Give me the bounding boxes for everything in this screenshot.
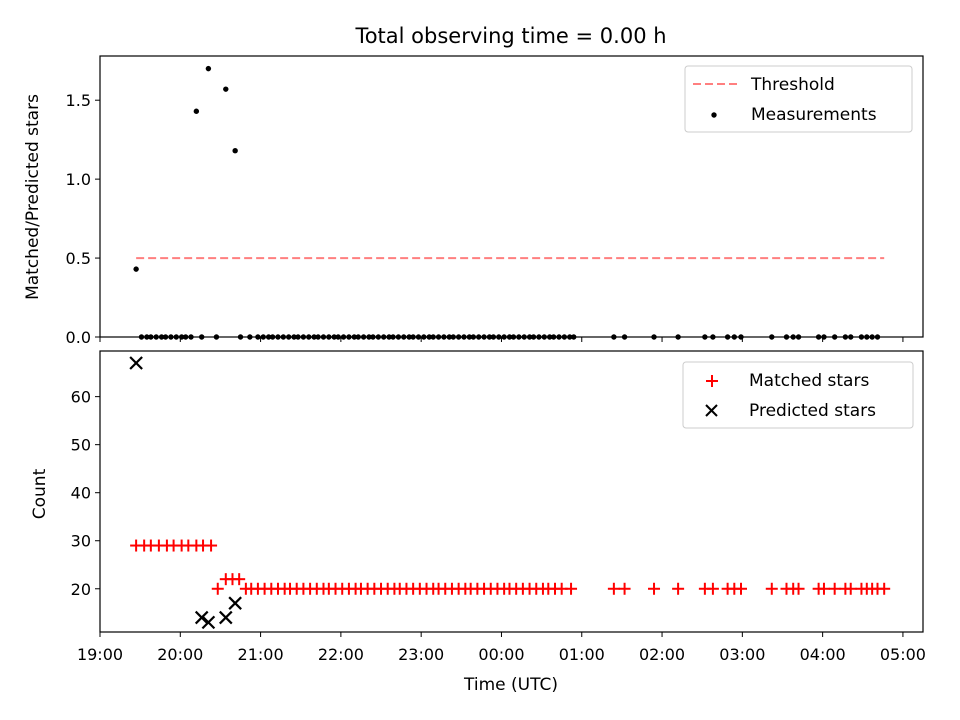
bottom-y-tick-label: 20 xyxy=(71,580,91,599)
legend-predicted-swatch xyxy=(705,404,718,417)
bottom-legend-box xyxy=(682,361,914,429)
predicted-star-point xyxy=(201,615,216,630)
legend-threshold-label: Threshold xyxy=(750,75,835,95)
matched-star-point xyxy=(735,582,748,595)
bottom-y-tick-label: 40 xyxy=(71,484,91,503)
bottom-y-tick-label: 50 xyxy=(71,436,91,455)
top-marks xyxy=(133,65,885,340)
top-y-tick-label: 0.5 xyxy=(66,249,91,268)
bottom-x-tick-label: 03:00 xyxy=(719,645,765,664)
bottom-panel: 20 30 40 50 60 19:00 20:00 21:00 22:00 23:00 00:0… xyxy=(30,350,926,695)
bottom-x-tick-label: 04:00 xyxy=(800,645,846,664)
measurement-point xyxy=(223,86,229,92)
figure-title: Total observing time = 0.00 h xyxy=(354,24,666,48)
predicted-star-point xyxy=(228,596,242,610)
legend-matched-swatch xyxy=(706,375,718,387)
matched-star-point xyxy=(792,582,805,595)
top-y-tick-label: 1.0 xyxy=(66,170,91,189)
bottom-y-tick-label: 30 xyxy=(71,532,91,551)
matched-star-point xyxy=(233,573,246,586)
bottom-x-tick-label: 19:00 xyxy=(77,645,123,664)
legend-measurements-label: Measurements xyxy=(751,105,877,125)
matched-star-point xyxy=(844,582,857,595)
legend-measurements-swatch xyxy=(711,112,717,118)
measurement-point xyxy=(205,65,212,72)
bottom-y-tick-label: 60 xyxy=(71,388,91,407)
matched-star-point xyxy=(828,582,841,595)
bottom-x-ticks: 19:00 20:00 21:00 22:00 23:00 00:00 01:00 02:00… xyxy=(77,632,926,664)
bottom-x-tick-label: 01:00 xyxy=(559,645,605,664)
matched-star-point xyxy=(565,582,578,595)
top-x-ticks xyxy=(99,337,904,342)
bottom-y-ticks: 20 30 40 50 60 xyxy=(71,388,100,599)
measurement-point xyxy=(193,108,200,114)
measurement-point xyxy=(133,266,139,272)
matched-star-point xyxy=(607,582,620,595)
bottom-x-tick-label: 21:00 xyxy=(238,645,284,664)
top-legend: Threshold Measurements xyxy=(684,65,913,133)
legend-predicted-label: Predicted stars xyxy=(749,401,876,421)
measurement-point xyxy=(232,148,238,154)
top-axes-frame xyxy=(99,55,924,338)
matched-star-point xyxy=(648,582,661,595)
top-y-ticks: 0.0 0.5 1.0 1.5 xyxy=(66,91,100,347)
matched-star-point xyxy=(765,582,778,595)
matched-star-point xyxy=(878,582,891,595)
top-y-tick-label: 0.0 xyxy=(66,328,91,347)
bottom-axes-frame xyxy=(99,350,924,633)
legend-matched-label: Matched stars xyxy=(749,371,869,391)
bottom-x-tick-label: 23:00 xyxy=(398,645,444,664)
matched-star-point xyxy=(205,539,218,552)
bottom-x-tick-label: 20:00 xyxy=(157,645,203,664)
top-panel: 0.0 0.5 1.0 1.5 Matched/Predicted stars Thr… xyxy=(23,55,924,347)
bottom-x-tick-label: 05:00 xyxy=(880,645,926,664)
top-legend-box xyxy=(684,65,913,133)
bottom-marks xyxy=(129,356,891,630)
matched-star-point xyxy=(672,582,685,595)
matched-star-point xyxy=(211,582,224,595)
matched-star-point xyxy=(817,582,830,595)
matched-star-point xyxy=(618,582,631,595)
predicted-star-point xyxy=(129,356,143,370)
predicted-star-point xyxy=(219,610,233,625)
bottom-legend: Matched stars Predicted stars xyxy=(682,361,914,429)
bottom-x-axis-label: Time (UTC) xyxy=(463,675,558,695)
top-y-tick-label: 1.5 xyxy=(66,91,91,110)
predicted-star-point xyxy=(194,610,209,625)
top-y-axis-label: Matched/Predicted stars xyxy=(23,94,43,300)
bottom-y-axis-label: Count xyxy=(30,468,50,519)
matched-star-point xyxy=(706,582,719,595)
bottom-x-tick-label: 22:00 xyxy=(318,645,364,664)
bottom-x-tick-label: 02:00 xyxy=(639,645,685,664)
bottom-x-tick-label: 00:00 xyxy=(478,645,524,664)
